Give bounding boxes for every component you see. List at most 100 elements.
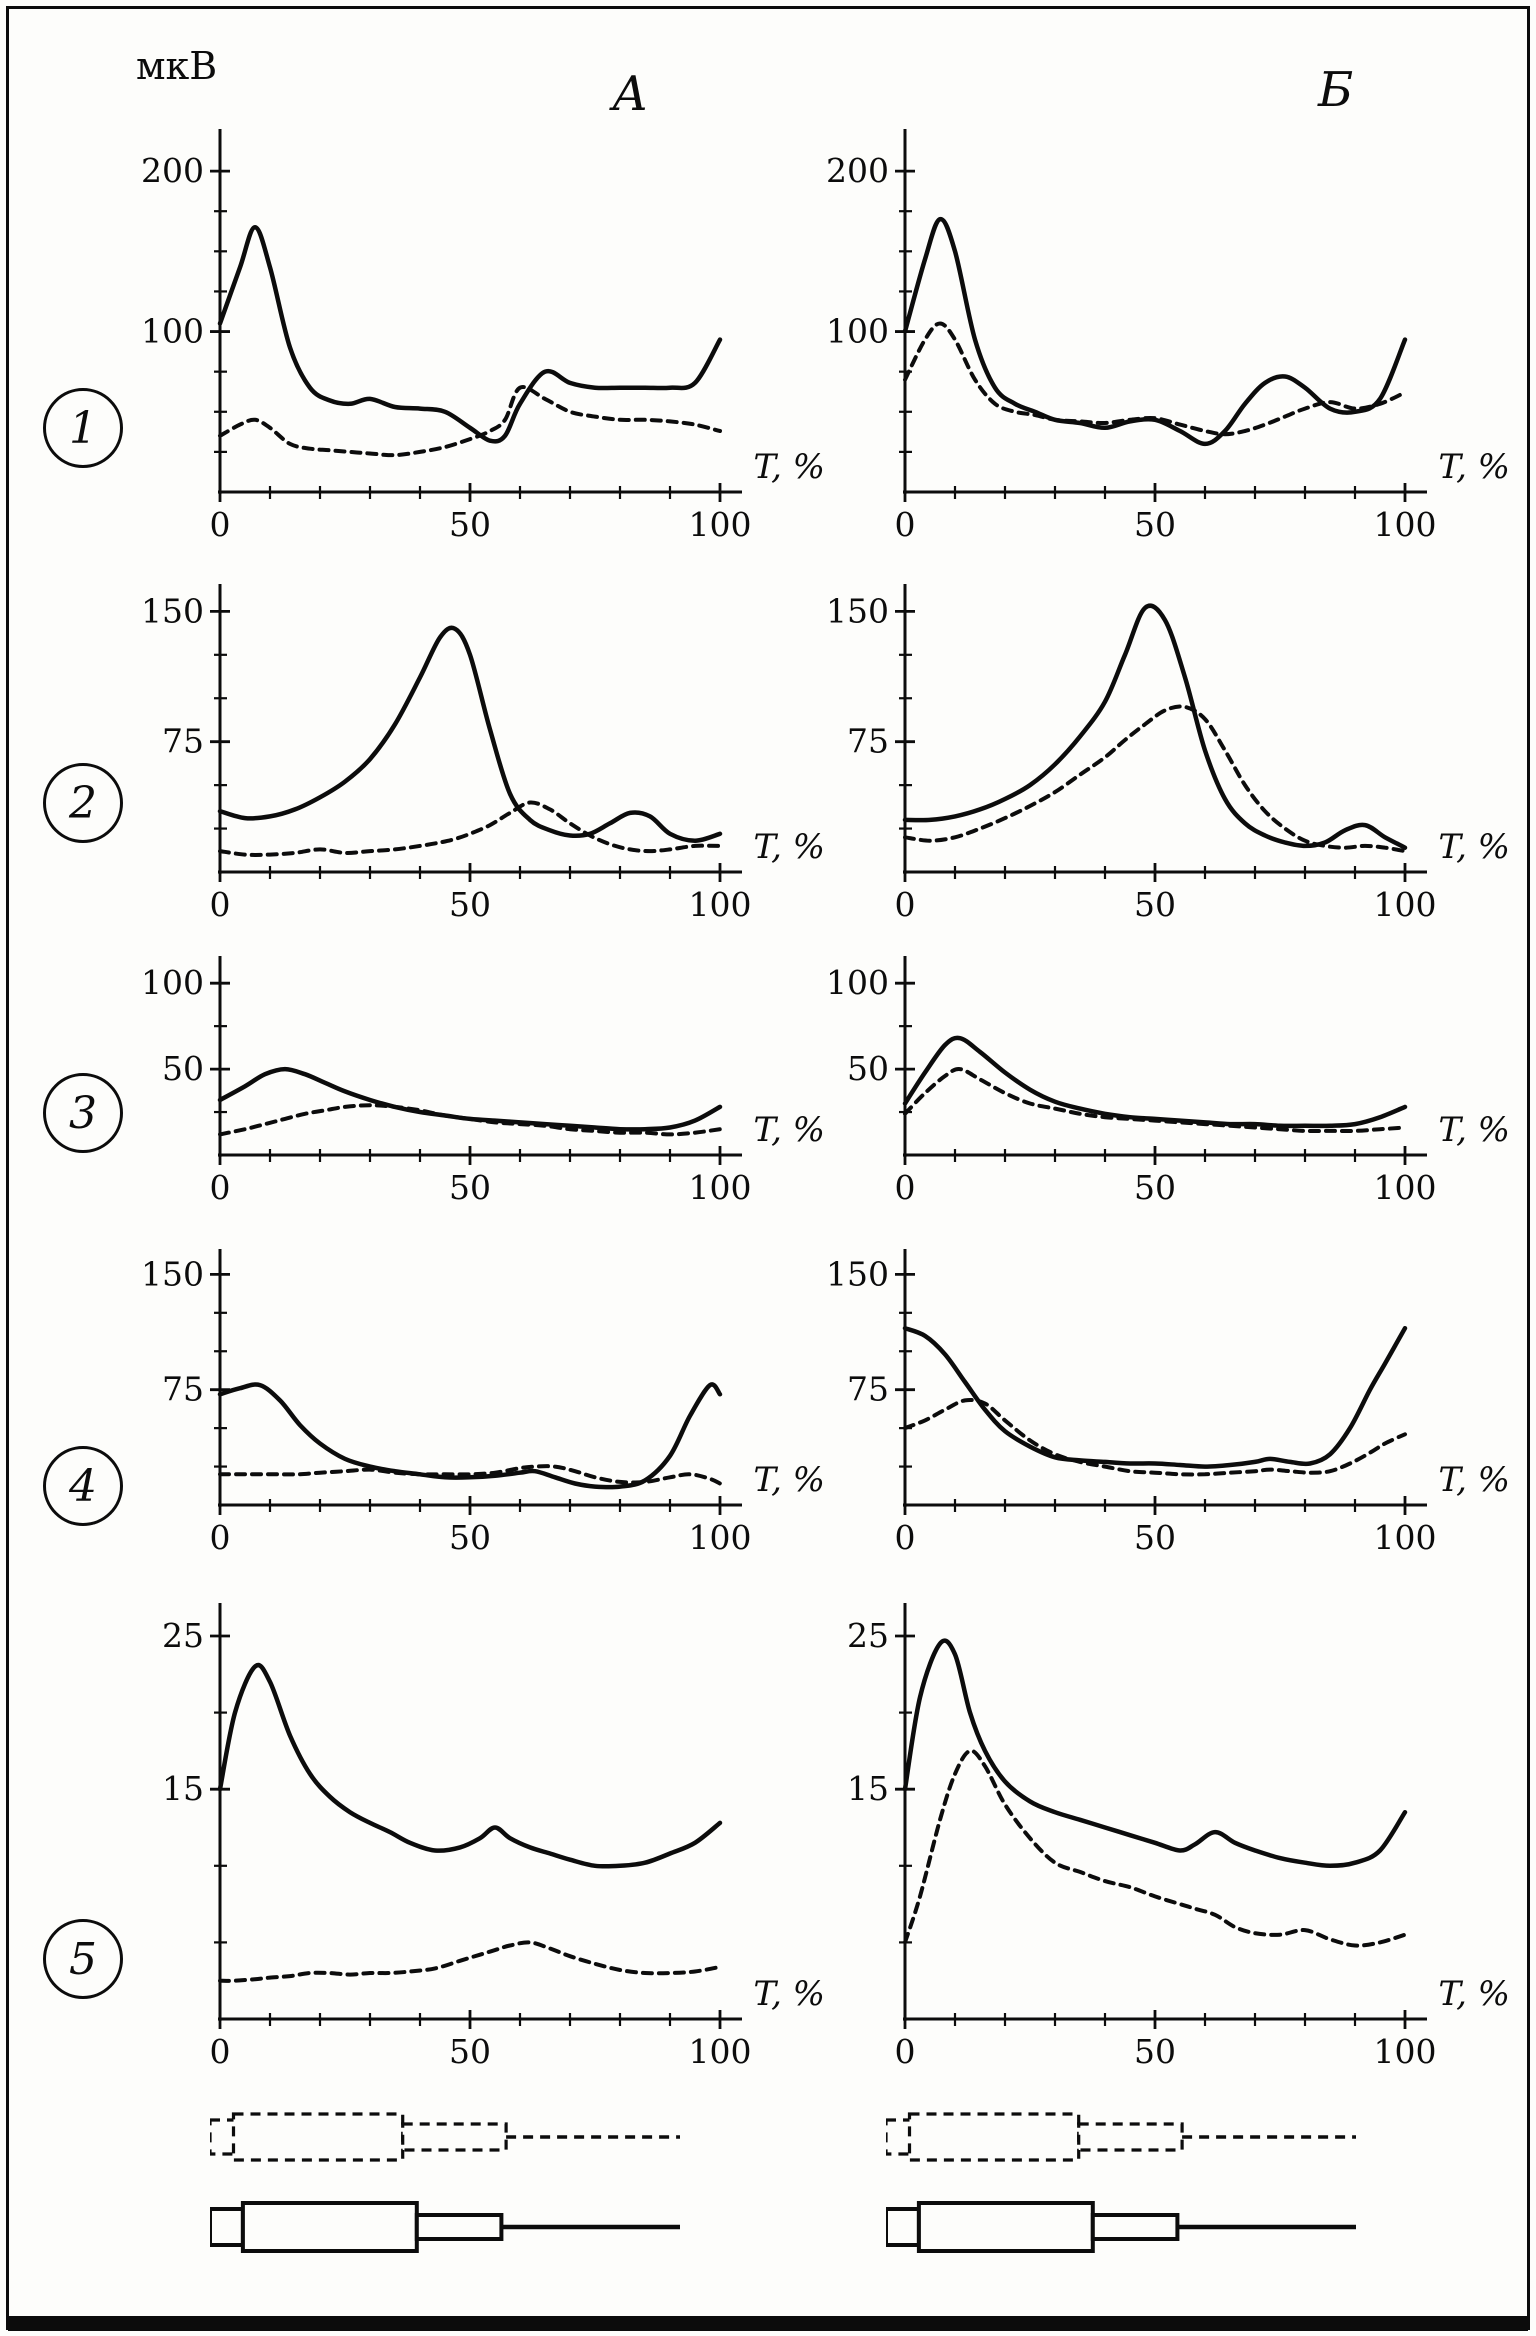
- y-tick-label: 75: [162, 1370, 204, 1409]
- phase-rect: [414, 2213, 504, 2241]
- y-tick-label: 100: [141, 963, 204, 1002]
- row-number-4: 4: [43, 1446, 123, 1526]
- y-tick-label: 150: [826, 591, 889, 630]
- chart-row1-col-b: 0 50 100 100 200 T, %: [820, 119, 1520, 552]
- chart-svg-r4b: 0 50 100 75 150 T, %: [826, 1249, 1510, 1557]
- row-number-5: 5: [43, 1919, 123, 1999]
- chart-row2-col-a: 0 50 100 75 150 T, %: [135, 574, 835, 932]
- x-axis-unit-label: T, %: [753, 827, 825, 867]
- x-tick-label: 50: [1134, 885, 1176, 924]
- x-tick-label: 50: [1134, 1168, 1176, 1207]
- phase-rect: [401, 2122, 508, 2152]
- y-tick-label: 75: [162, 722, 204, 761]
- y-tick-label: 100: [826, 963, 889, 1002]
- y-tick-label: 75: [847, 722, 889, 761]
- x-tick-label: 100: [689, 505, 752, 544]
- y-tick-label: 25: [847, 1616, 889, 1655]
- phase-rect: [886, 2207, 921, 2247]
- dashed-curve: [903, 1067, 1407, 1134]
- solid-curve: [902, 1325, 1408, 1469]
- phase-diagram-svg: [210, 2112, 680, 2162]
- x-axis-unit-label: T, %: [1438, 1974, 1510, 2014]
- y-tick-label: 15: [162, 1769, 204, 1808]
- x-tick-label: 100: [689, 1518, 752, 1557]
- row-number-3: 3: [43, 1073, 123, 1153]
- phase-rect: [1090, 2213, 1180, 2241]
- chart-svg-r1b: 0 50 100 100 200 T, %: [826, 129, 1510, 544]
- phase-diagram-svg: [886, 2201, 1356, 2253]
- solid-curve: [217, 625, 723, 843]
- solid-curve: [902, 1638, 1408, 1869]
- chart-svg-r5b: 0 50 100 15 25 T, %: [847, 1603, 1510, 2071]
- x-tick-label: 100: [689, 1168, 752, 1207]
- row-number-3-label: 3: [69, 1087, 97, 1139]
- dashed-curve: [903, 704, 1407, 854]
- column-b-header: Б: [1318, 62, 1354, 118]
- chart-row5-col-a: 0 50 100 15 25 T, %: [135, 1593, 835, 2079]
- y-tick-label: 150: [826, 1254, 889, 1293]
- x-axis-unit-label: T, %: [753, 447, 825, 487]
- x-tick-label: 0: [210, 885, 231, 924]
- x-tick-label: 50: [449, 885, 491, 924]
- phase-rect: [907, 2112, 1081, 2162]
- x-axis-unit-label: T, %: [1438, 827, 1510, 867]
- solid-curve: [902, 603, 1408, 850]
- x-tick-label: 100: [1374, 1168, 1437, 1207]
- dashed-curve: [903, 1748, 1407, 1948]
- chart-svg-r5a: 0 50 100 15 25 T, %: [162, 1603, 825, 2071]
- y-tick-label: 100: [826, 312, 889, 351]
- x-axis-unit-label: T, %: [1438, 1110, 1510, 1150]
- dashed-curve: [903, 321, 1407, 437]
- row-number-4-label: 4: [69, 1460, 97, 1512]
- chart-row4-col-b: 0 50 100 75 150 T, %: [820, 1239, 1520, 1565]
- phase-diagram-svg: [886, 2112, 1356, 2162]
- solid-curve: [217, 225, 723, 444]
- x-tick-label: 50: [1134, 2032, 1176, 2071]
- solid-curve: [217, 1066, 723, 1132]
- phase-diagram-solid-col-b: [886, 2195, 1356, 2259]
- chart-row1-col-a: 0 50 100 100 200 T, %: [135, 119, 835, 552]
- x-tick-label: 0: [210, 2032, 231, 2071]
- y-tick-label: 150: [141, 1254, 204, 1293]
- x-tick-label: 0: [210, 1518, 231, 1557]
- x-tick-label: 100: [1374, 1518, 1437, 1557]
- x-axis-unit-label: T, %: [753, 1460, 825, 1500]
- dashed-curve: [218, 800, 722, 857]
- bottom-edge-bar: [8, 2316, 1528, 2331]
- x-tick-label: 0: [210, 505, 231, 544]
- y-tick-label: 50: [847, 1049, 889, 1088]
- y-tick-label: 200: [141, 151, 204, 190]
- x-tick-label: 100: [1374, 2032, 1437, 2071]
- chart-row2-col-b: 0 50 100 75 150 T, %: [820, 574, 1520, 932]
- row-number-1-label: 1: [69, 402, 97, 454]
- x-tick-label: 0: [895, 1518, 916, 1557]
- dashed-curve: [903, 1397, 1407, 1477]
- y-tick-label: 25: [162, 1616, 204, 1655]
- chart-svg-r2b: 0 50 100 75 150 T, %: [826, 584, 1510, 924]
- solid-curve: [217, 1382, 723, 1490]
- dashed-curve: [218, 1940, 722, 1983]
- x-tick-label: 0: [895, 885, 916, 924]
- chart-svg-r4a: 0 50 100 75 150 T, %: [141, 1249, 825, 1557]
- phase-rect: [231, 2112, 405, 2162]
- row-number-5-label: 5: [69, 1933, 97, 1985]
- solid-curve: [902, 216, 1408, 447]
- chart-row3-col-b: 0 50 100 50 100 T, %: [820, 946, 1520, 1215]
- phase-diagram-dashed-col-a: [210, 2105, 680, 2169]
- x-axis-unit-label: T, %: [1438, 1460, 1510, 1500]
- column-a-header: А: [612, 66, 649, 122]
- row-number-2: 2: [43, 763, 123, 843]
- x-tick-label: 100: [689, 885, 752, 924]
- x-tick-label: 100: [689, 2032, 752, 2071]
- x-axis-unit-label: T, %: [753, 1974, 825, 2014]
- y-tick-label: 200: [826, 151, 889, 190]
- phase-diagram-solid-col-a: [210, 2195, 680, 2259]
- y-tick-label: 100: [141, 312, 204, 351]
- chart-row3-col-a: 0 50 100 50 100 T, %: [135, 946, 835, 1215]
- row-number-1: 1: [43, 388, 123, 468]
- row-number-2-label: 2: [69, 777, 97, 829]
- x-axis-unit-label: T, %: [753, 1110, 825, 1150]
